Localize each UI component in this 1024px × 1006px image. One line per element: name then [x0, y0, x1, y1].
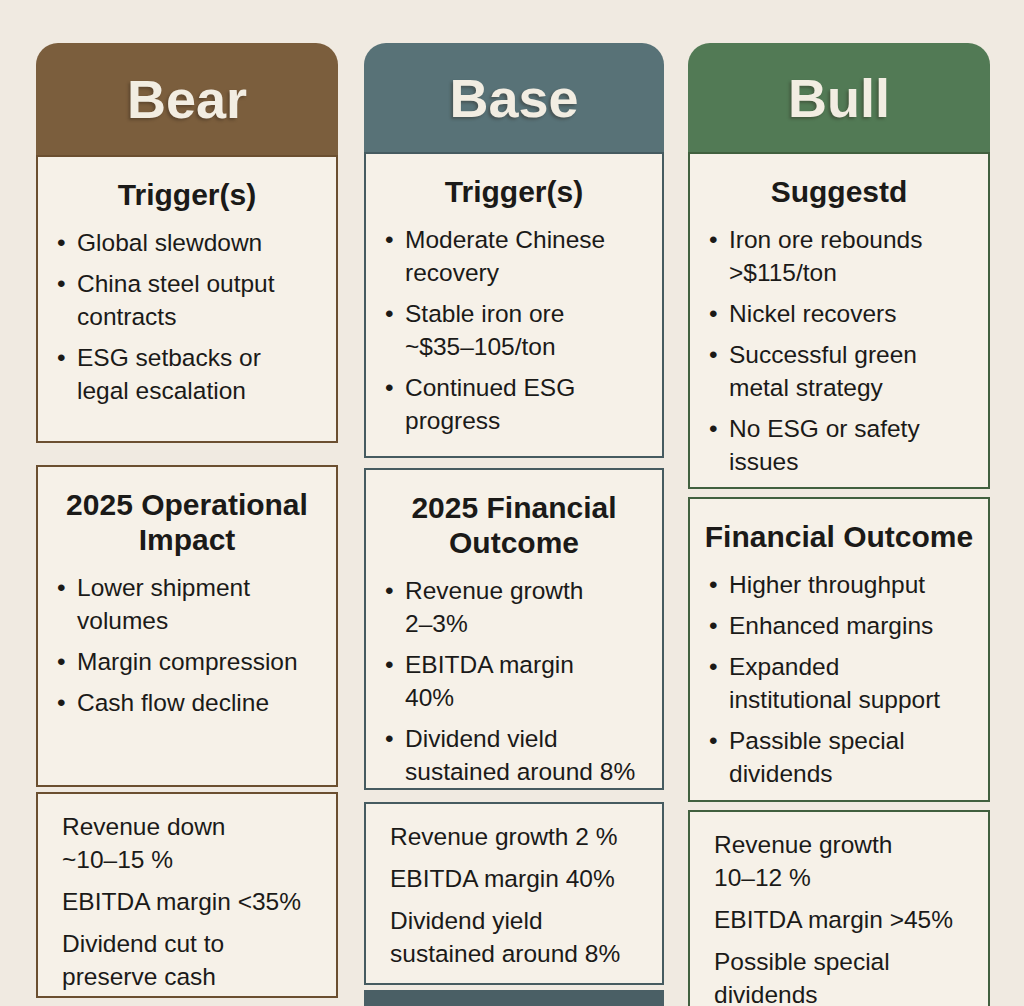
- summary-line: Possible special dividends: [714, 945, 982, 1006]
- bear-impact-section: 2025 Operational Impact Lower shipment v…: [36, 465, 338, 787]
- summary-line: Revenue down ~10–15 %: [62, 810, 330, 876]
- bullet-item: Cash flow decline: [77, 686, 330, 719]
- section-title: Trigger(s): [366, 154, 662, 209]
- bull-triggers-section: Suggestd Iron ore rebounds >$115/ton Nic…: [688, 152, 990, 489]
- column-base: Base Trigger(s) Moderate Chinese recover…: [364, 43, 664, 1006]
- bullet-item: Nickel recovers: [729, 297, 982, 330]
- bull-outcome-section: Financial Outcome Higher throughput Enha…: [688, 497, 990, 802]
- bullet-item: Stable iron ore ~$35–105/ton: [405, 297, 656, 363]
- summary-line: Revenue growth 10–12 %: [714, 828, 982, 894]
- bear-summary-section: Revenue down ~10–15 % EBITDA margin <35%…: [36, 792, 338, 998]
- base-summary-section: Revenue growth 2 % EBITDA margin 40% Div…: [364, 802, 664, 985]
- bull-title: Bull: [788, 67, 890, 129]
- bullet-item: Enhanced margins: [729, 609, 982, 642]
- summary-line: Dividend yield sustained around 8%: [390, 904, 656, 970]
- bullet-item: China steel output contracts: [77, 267, 330, 333]
- bullet-item: Moderate Chinese recovery: [405, 223, 656, 289]
- bullet-item: Passible special dividends: [729, 724, 982, 790]
- section-title: Financial Outcome: [690, 499, 988, 554]
- summary-line: Revenue growth 2 %: [390, 820, 656, 853]
- bull-summary-section: Revenue growth 10–12 % EBITDA margin >45…: [688, 810, 990, 1006]
- section-title: Trigger(s): [38, 157, 336, 212]
- bullet-item: Dividend vield sustained around 8%: [405, 722, 656, 788]
- bear-triggers-section: Trigger(s) Global slewdown China steel o…: [36, 155, 338, 443]
- scenario-comparison-board: Bear Trigger(s) Global slewdown China st…: [0, 0, 1024, 1006]
- bullet-item: ESG setbacks or legal escalation: [77, 341, 330, 407]
- summary-line: EBITDA margin 40%: [390, 862, 656, 895]
- bear-title: Bear: [127, 68, 247, 130]
- bullet-item: Lower shipment volumes: [77, 571, 330, 637]
- bullet-item: Expanded institutional support: [729, 650, 982, 716]
- bullet-item: Iron ore rebounds >$115/ton: [729, 223, 982, 289]
- base-triggers-section: Trigger(s) Moderate Chinese recovery Sta…: [364, 152, 664, 458]
- bullet-item: No ESG or safety issues: [729, 412, 982, 478]
- summary-line: Dividend cut to preserve cash: [62, 927, 330, 993]
- bullet-item: EBITDA margin 40%: [405, 648, 656, 714]
- bear-header: Bear: [36, 43, 338, 155]
- section-title: 2025 Financial Outcome: [366, 470, 662, 560]
- column-bear: Bear Trigger(s) Global slewdown China st…: [36, 43, 338, 998]
- base-header: Base: [364, 43, 664, 152]
- base-footer-bar: [364, 990, 664, 1006]
- section-title: 2025 Operational Impact: [38, 467, 336, 557]
- bullet-item: Successful green metal strategy: [729, 338, 982, 404]
- column-bull: Bull Suggestd Iron ore rebounds >$115/to…: [688, 43, 990, 1006]
- base-title: Base: [449, 67, 578, 129]
- summary-line: EBITDA margin >45%: [714, 903, 982, 936]
- bullet-item: Margin compression: [77, 645, 330, 678]
- summary-line: EBITDA margin <35%: [62, 885, 330, 918]
- section-title: Suggestd: [690, 154, 988, 209]
- bull-header: Bull: [688, 43, 990, 152]
- bullet-item: Global slewdown: [77, 226, 330, 259]
- bullet-item: Revenue growth 2–3%: [405, 574, 656, 640]
- bullet-item: Continued ESG progress: [405, 371, 656, 437]
- base-outcome-section: 2025 Financial Outcome Revenue growth 2–…: [364, 468, 664, 790]
- bullet-item: Higher throughput: [729, 568, 982, 601]
